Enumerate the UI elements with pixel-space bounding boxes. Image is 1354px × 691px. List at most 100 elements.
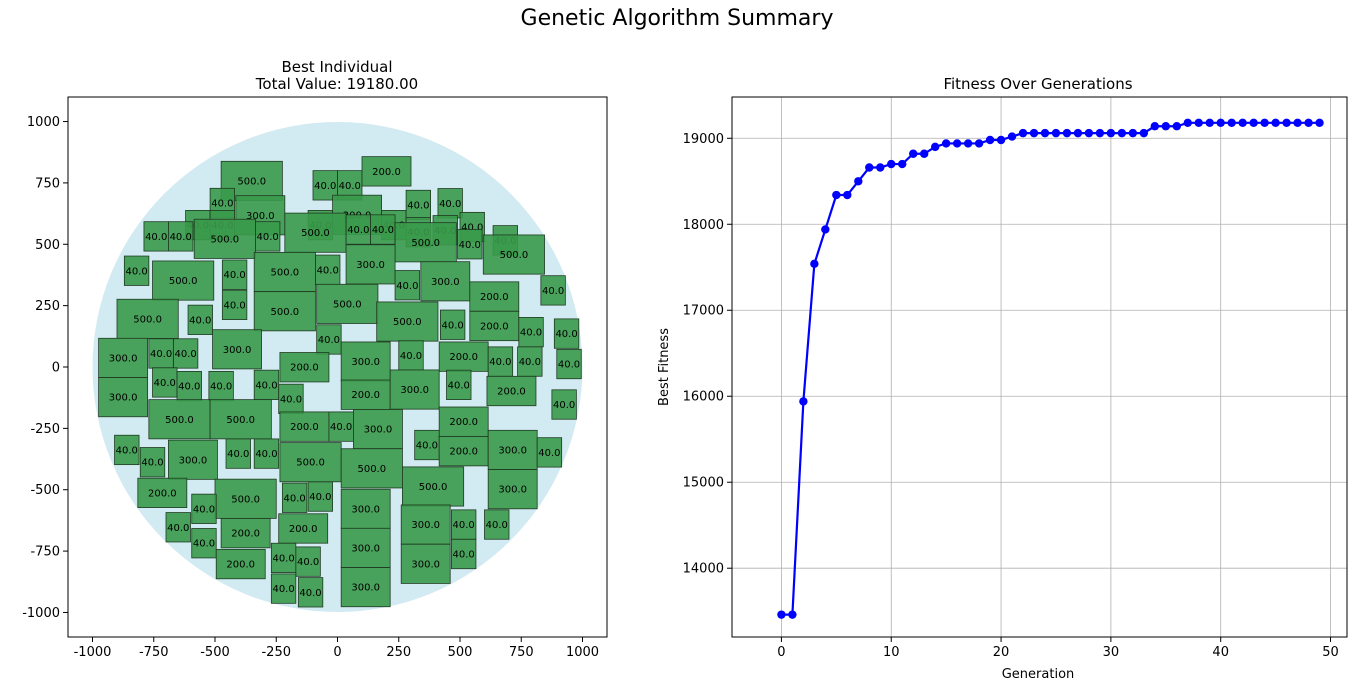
best-fitness-point [1194, 118, 1203, 127]
item-100: 40.0 [451, 509, 477, 540]
figure-suptitle: Genetic Algorithm Summary [520, 6, 834, 31]
item-value-label: 40.0 [116, 445, 138, 456]
x-tick-label: 30 [1103, 645, 1120, 660]
item-value-label: 200.0 [480, 322, 509, 333]
best-fitness-point [941, 139, 951, 148]
x-tick-label: 0 [333, 645, 341, 660]
item-value-label: 40.0 [317, 265, 339, 276]
best-fitness-point [788, 610, 797, 619]
item-value-label: 40.0 [459, 240, 481, 251]
fitness-ylabel: Best Fitness [657, 328, 672, 406]
item-rect [214, 478, 277, 519]
x-tick-label: -1000 [74, 645, 112, 660]
item-value-label: 40.0 [519, 357, 541, 368]
item-value-label: 40.0 [347, 225, 369, 236]
best-fitness-point [963, 139, 973, 148]
best-fitness-point [854, 177, 863, 186]
item-value-label: 300.0 [179, 455, 208, 466]
item-value-label: 200.0 [497, 387, 526, 398]
item-93: 40.0 [191, 493, 217, 524]
item-rect [487, 469, 538, 510]
item-value-label: 40.0 [330, 422, 352, 433]
best-fitness-point [1095, 128, 1105, 138]
item-value-label: 40.0 [553, 400, 575, 411]
item-value-label: 300.0 [364, 425, 393, 436]
item-value-label: 300.0 [351, 543, 380, 554]
item-64: 300.0 [98, 377, 149, 418]
item-rect [402, 466, 465, 507]
item-value-label: 40.0 [542, 286, 564, 297]
item-81: 500.0 [279, 442, 342, 483]
item-rect [484, 509, 510, 540]
item-rect [316, 324, 342, 355]
item-value-label: 500.0 [301, 228, 330, 239]
item-value-label: 500.0 [271, 307, 300, 318]
item-value-label: 500.0 [411, 238, 440, 249]
y-tick-label: 500 [35, 238, 60, 253]
item-rect [345, 214, 371, 245]
item-98: 300.0 [340, 488, 391, 529]
best-fitness-point [821, 225, 830, 234]
item-rect [340, 488, 391, 529]
item-value-label: 40.0 [372, 225, 394, 236]
best-fitness-point [1018, 128, 1028, 138]
item-value-label: 40.0 [272, 553, 294, 564]
item-rect [208, 371, 234, 402]
best-individual-ticks: -1000 -750 -500 -250 0 250 500 750 1000 -1000 -750… [22, 115, 599, 660]
item-91: 500.0 [402, 466, 465, 507]
item-value-label: 40.0 [272, 584, 294, 595]
item-rect [279, 411, 330, 442]
item-19: 500.0 [193, 218, 256, 259]
fitness-xlabel: Generation [1002, 667, 1075, 682]
item-rect [420, 261, 471, 302]
best-individual-title-line2: Total Value: 19180.00 [255, 75, 418, 93]
y-tick-label: 17000 [683, 304, 724, 319]
item-value-label: 40.0 [145, 232, 167, 243]
item-22: 40.0 [345, 214, 371, 245]
best-fitness-point [1249, 118, 1258, 127]
best-fitness-point [1205, 118, 1214, 127]
item-value-label: 40.0 [280, 394, 302, 405]
item-value-label: 40.0 [174, 349, 196, 360]
item-value-label: 40.0 [255, 380, 277, 391]
best-fitness-point [1216, 118, 1225, 127]
best-fitness-point [1227, 118, 1236, 127]
item-rect [172, 338, 199, 369]
item-rect [438, 436, 489, 467]
item-value-label: 40.0 [193, 504, 215, 515]
item-value-label: 200.0 [231, 529, 260, 540]
item-41: 40.0 [187, 304, 213, 335]
best-fitness-point [1117, 128, 1127, 138]
item-value-label: 40.0 [211, 199, 233, 210]
x-tick-label: 0 [777, 645, 785, 660]
item-73: 40.0 [328, 411, 354, 442]
item-rect [486, 375, 537, 407]
item-value-label: 500.0 [133, 314, 162, 325]
item-value-label: 40.0 [297, 557, 319, 568]
item-rect [279, 442, 342, 483]
item-value-label: 200.0 [289, 524, 318, 535]
best-fitness-point [777, 610, 786, 619]
best-fitness-point [1293, 118, 1302, 127]
item-rect [556, 348, 582, 380]
item-rect [457, 229, 483, 260]
best-fitness-point [919, 149, 929, 158]
item-rect [270, 573, 297, 604]
item-value-label: 500.0 [419, 482, 448, 493]
item-rect [193, 218, 256, 259]
best-fitness-point [1084, 128, 1094, 138]
item-rect [116, 298, 179, 339]
item-99: 300.0 [400, 504, 451, 545]
item-rect [137, 477, 188, 508]
item-value-label: 500.0 [237, 176, 266, 187]
item-rect [438, 406, 489, 437]
item-rect [553, 318, 580, 349]
x-tick-label: 40 [1212, 645, 1229, 660]
item-62: 40.0 [253, 369, 280, 400]
item-28: 500.0 [152, 260, 215, 301]
item-21: 500.0 [284, 212, 347, 253]
item-rect [451, 509, 477, 540]
item-value-label: 300.0 [351, 357, 380, 368]
best-fitness-point [930, 142, 940, 152]
item-48: 300.0 [212, 329, 262, 370]
